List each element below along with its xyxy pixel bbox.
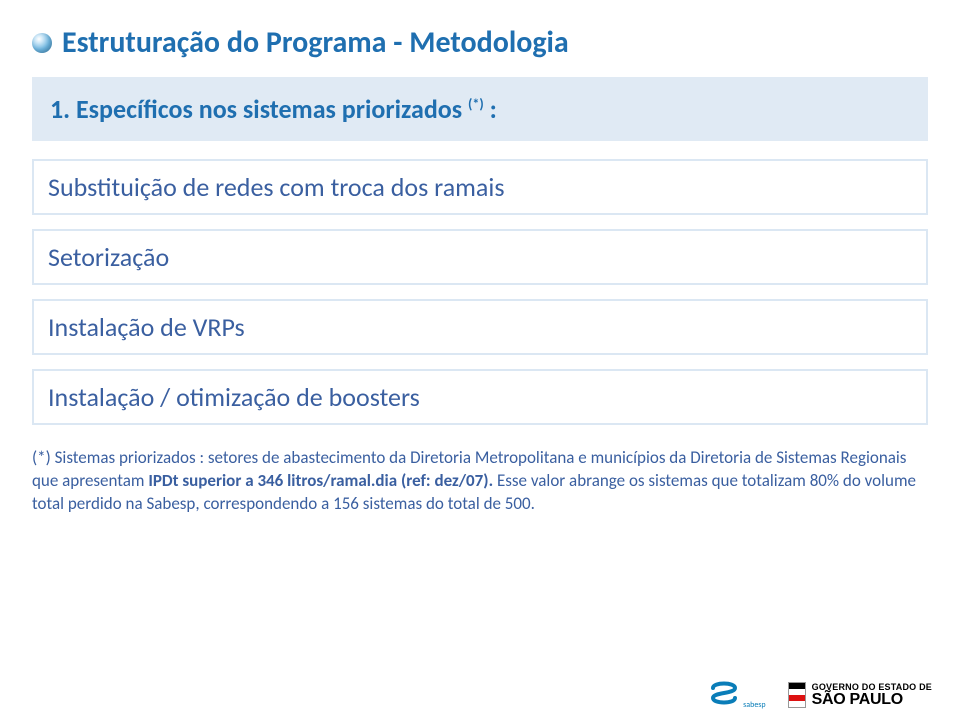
sabesp-label: sabesp — [743, 700, 765, 710]
slide: Estruturação do Programa - Metodologia 1… — [0, 0, 960, 722]
flag-icon — [788, 682, 806, 708]
band-prefix: 1. Específicos nos sistemas priorizados — [50, 93, 468, 125]
page-title: Estruturação do Programa - Metodologia — [62, 24, 569, 61]
band-suffix: : — [484, 93, 497, 125]
band-super: (*) — [468, 95, 484, 112]
cell-item: Instalação / otimização de boosters — [34, 371, 926, 423]
sphere-icon — [32, 33, 52, 53]
cell-block: Substituição de redes com troca dos rama… — [32, 159, 928, 215]
cell-block: Setorização — [32, 229, 928, 285]
sabesp-logo-icon — [709, 678, 739, 708]
gov-line2: SÃO PAULO — [812, 692, 903, 708]
cell-block: Instalação / otimização de boosters — [32, 369, 928, 425]
footnote-bold: IPDt superior a 346 litros/ramal.dia (re… — [148, 470, 493, 491]
title-row: Estruturação do Programa - Metodologia — [32, 24, 928, 61]
cell-item: Setorização — [34, 231, 926, 283]
cell-block: Instalação de VRPs — [32, 299, 928, 355]
cell-item: Instalação de VRPs — [34, 301, 926, 353]
cell-item: Substituição de redes com troca dos rama… — [34, 161, 926, 213]
footer: sabesp GOVERNO DO ESTADO DE SÃO PAULO — [709, 678, 932, 708]
gov-logo: GOVERNO DO ESTADO DE SÃO PAULO — [788, 682, 932, 708]
section-band: 1. Específicos nos sistemas priorizados … — [32, 77, 928, 141]
footnote: (*) Sistemas priorizados : setores de ab… — [32, 447, 928, 516]
